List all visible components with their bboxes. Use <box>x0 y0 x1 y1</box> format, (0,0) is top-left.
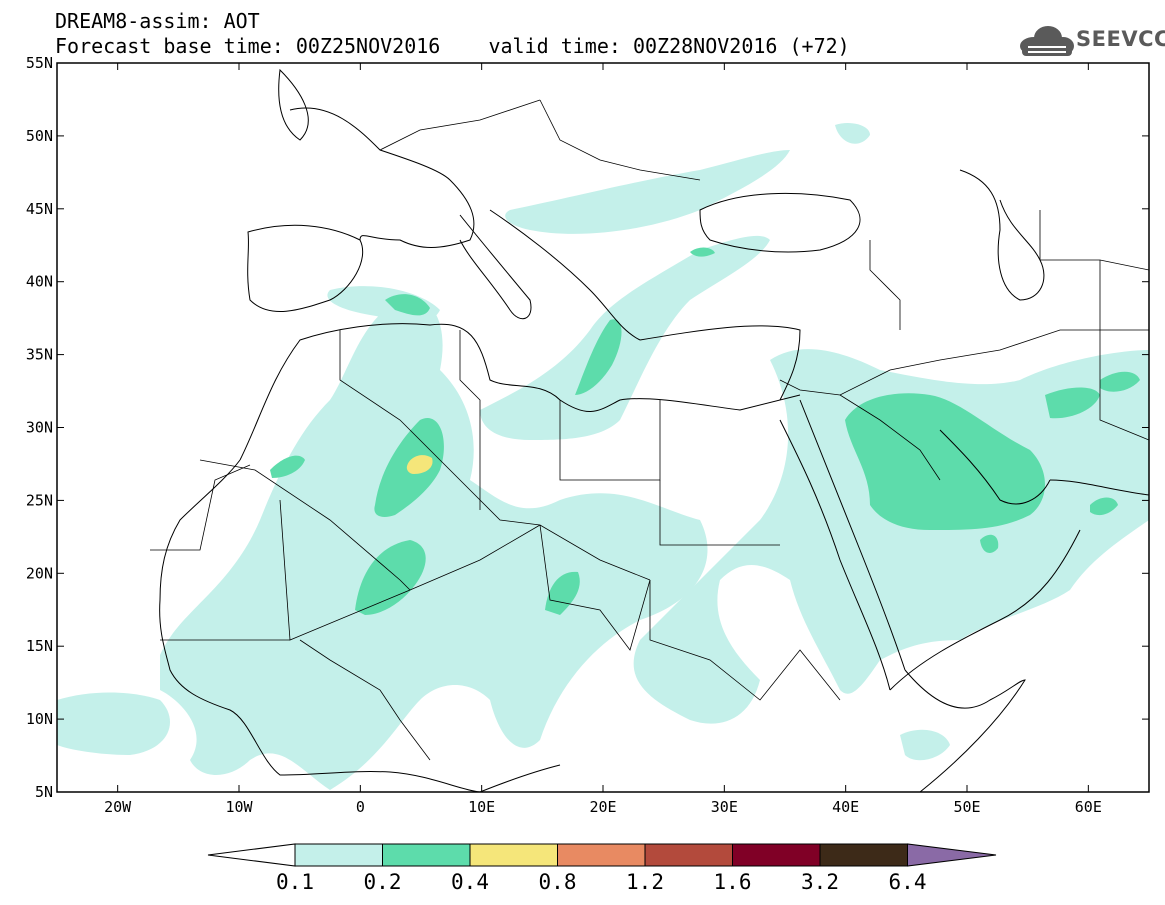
colorbar-label: 0.8 <box>538 870 577 894</box>
lon-tick-label: 20W <box>104 798 132 816</box>
lon-tick-label: 40E <box>832 798 859 816</box>
colorbar-label: 1.2 <box>626 870 664 894</box>
colorbar-label: 6.4 <box>888 870 927 894</box>
borders-layer <box>150 99 1149 761</box>
forecast-time-subtitle: Forecast base time: 00Z25NOV2016 valid t… <box>55 34 850 58</box>
lat-tick-label: 10N <box>26 710 53 728</box>
lat-tick-label: 45N <box>26 200 53 218</box>
aot-level-0.2-shading <box>270 247 1140 615</box>
colorbar-label: 0.1 <box>276 870 314 894</box>
colorbar-swatch <box>469 843 558 867</box>
colorbar-under-arrow <box>207 843 296 867</box>
lon-tick-label: 0 <box>356 798 365 816</box>
lon-tick-label: 60E <box>1075 798 1102 816</box>
latitude-axis: 55N 50N 45N 40N 35N 30N 25N 20N 15N 10N 5N <box>26 54 1149 801</box>
lat-tick-label: 40N <box>26 273 53 291</box>
lat-tick-label: 5N <box>35 783 53 801</box>
lon-tick-label: 50E <box>953 798 980 816</box>
cloud-icon <box>1020 26 1074 56</box>
colorbar-label: 3.2 <box>801 870 839 894</box>
colorbar-swatch <box>732 843 821 867</box>
lon-tick-label: 30E <box>711 798 738 816</box>
lat-tick-label: 30N <box>26 419 53 437</box>
colorbar-swatch <box>382 843 471 867</box>
colorbar-label: 1.6 <box>713 870 752 894</box>
aot-level-0.4-shading <box>406 455 433 474</box>
lat-tick-label: 15N <box>26 637 53 655</box>
aot-field-layer <box>57 123 1149 790</box>
lon-tick-label: 10E <box>468 798 495 816</box>
aot-level-0.1-shading <box>57 123 1149 790</box>
colorbar-swatch <box>294 843 383 867</box>
longitude-axis: 20W 10W 0 10E 20E 30E 40E 50E 60E <box>104 63 1102 816</box>
colorbar <box>207 843 997 867</box>
map-title: DREAM8-assim: AOT <box>55 9 260 33</box>
lat-tick-label: 20N <box>26 564 53 582</box>
coastlines-layer <box>159 68 1149 792</box>
lat-tick-label: 35N <box>26 346 53 364</box>
colorbar-label: 0.2 <box>363 870 402 894</box>
lat-tick-label: 25N <box>26 491 53 509</box>
colorbar-label: 0.4 <box>451 870 489 894</box>
lat-tick-label: 55N <box>26 54 53 72</box>
colorbar-over-arrow <box>907 843 997 867</box>
lon-tick-label: 20E <box>589 798 616 816</box>
lon-tick-label: 10W <box>225 798 253 816</box>
colorbar-swatch <box>644 843 733 867</box>
logo-text: SEEVCCC <box>1076 27 1165 51</box>
lat-tick-label: 50N <box>26 127 53 145</box>
colorbar-swatch <box>557 843 646 867</box>
colorbar-swatch <box>819 843 908 867</box>
